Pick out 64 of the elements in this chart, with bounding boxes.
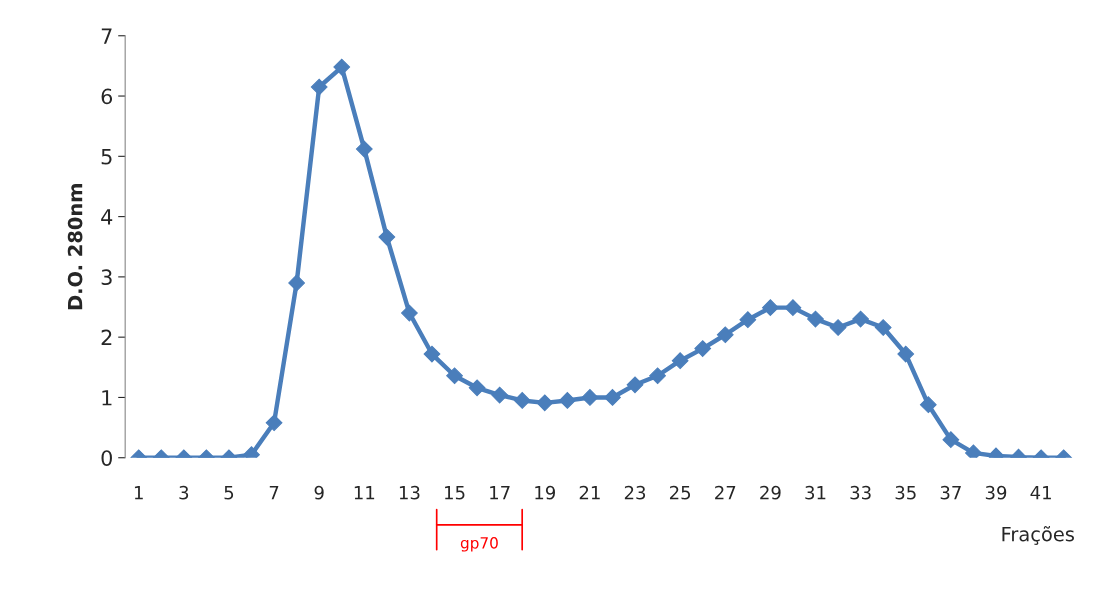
point	[468, 379, 486, 397]
point	[807, 310, 824, 328]
point	[762, 299, 779, 316]
point	[897, 345, 915, 363]
x-tick-label: 5	[224, 486, 234, 500]
x-tick-label: 37	[940, 485, 961, 500]
x-tick-label: 31	[805, 485, 826, 500]
point	[919, 396, 937, 414]
point	[716, 326, 734, 344]
point	[401, 304, 418, 322]
point	[942, 431, 960, 449]
x-tick-label: 41	[1030, 486, 1051, 500]
point	[694, 340, 712, 357]
x-tick-label: 25	[669, 485, 691, 500]
point	[626, 376, 644, 394]
point	[423, 345, 441, 363]
point	[491, 386, 509, 404]
x-tick-label: 9	[314, 485, 324, 500]
x-tick-label: 3	[179, 485, 189, 500]
x-tick-label: 35	[895, 485, 916, 500]
x-tick-label: 21	[579, 485, 600, 500]
x-tick-label: 33	[850, 485, 871, 500]
x-axis-title: Frações	[1002, 526, 1074, 545]
y-tick-label: 7	[101, 28, 112, 44]
x-tick-label: 39	[985, 485, 1007, 500]
point	[558, 392, 576, 409]
x-tick-label: 1	[134, 486, 143, 500]
point	[671, 352, 689, 370]
point	[446, 367, 463, 385]
point	[874, 319, 892, 336]
y-tick-label: 4	[101, 209, 113, 225]
y-tick-label: 0	[101, 450, 112, 466]
x-tick-label: 17	[490, 486, 510, 500]
x-tick-label: 15	[445, 486, 465, 500]
x-tick-label: 27	[715, 485, 736, 500]
point	[288, 274, 305, 292]
point	[649, 367, 666, 385]
point	[265, 414, 283, 432]
y-tick-label: 6	[101, 88, 113, 105]
y-tick-label: 3	[101, 269, 112, 286]
point	[965, 444, 982, 458]
point	[378, 228, 396, 246]
point	[333, 58, 351, 76]
y-axis-title: D.O. 280nm	[67, 184, 83, 310]
x-tick-label: 13	[399, 485, 420, 500]
point	[829, 319, 847, 336]
y-tick-label: 2	[101, 329, 112, 346]
x-tick-label: 19	[535, 485, 555, 500]
point	[536, 394, 554, 412]
point	[581, 389, 599, 406]
point	[739, 311, 757, 329]
point	[513, 392, 531, 409]
point	[355, 140, 373, 158]
point	[784, 299, 802, 316]
x-tick-label: 7	[269, 486, 279, 500]
y-tick-label: 5	[101, 149, 112, 165]
text: gp70	[460, 537, 498, 552]
y-tick-label: 1	[102, 390, 112, 406]
point	[852, 310, 869, 328]
point	[604, 389, 621, 406]
point	[310, 78, 328, 96]
x-tick-label: 11	[354, 486, 375, 500]
x-tick-label: 29	[760, 485, 781, 500]
x-tick-label: 23	[624, 485, 646, 500]
